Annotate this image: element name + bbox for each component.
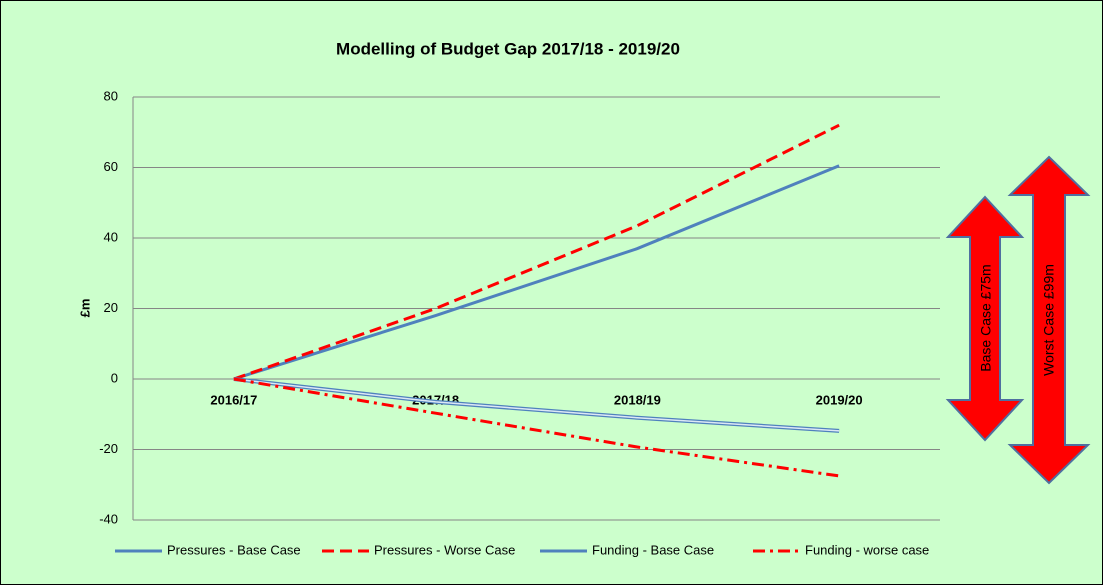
legend-label: Pressures - Worse Case <box>374 542 515 557</box>
arrow <box>945 195 1025 442</box>
x-tick-label: 2019/20 <box>816 392 863 407</box>
arrow <box>1007 155 1091 485</box>
x-tick-label: 2018/19 <box>614 392 661 407</box>
y-tick-label: -20 <box>99 441 118 456</box>
series-line <box>233 164 840 381</box>
y-tick-label: 60 <box>104 159 118 174</box>
annotation: Worst Case £99m <box>1041 264 1057 376</box>
legend-label: Funding - Base Case <box>592 542 714 557</box>
y-tick-label: -40 <box>99 511 118 526</box>
y-axis-label: £m <box>77 299 92 318</box>
series-line <box>233 377 840 478</box>
series-line <box>233 123 840 381</box>
y-tick-label: 0 <box>111 370 118 385</box>
annotation: Base Case £75m <box>978 264 994 371</box>
y-tick-label: 40 <box>104 229 118 244</box>
y-tick-label: 80 <box>104 88 118 103</box>
series-line-inner <box>233 378 840 432</box>
chart-title: Modelling of Budget Gap 2017/18 - 2019/2… <box>336 39 680 58</box>
legend-label: Pressures - Base Case <box>167 542 301 557</box>
y-tick-label: 20 <box>104 300 118 315</box>
legend-label: Funding - worse case <box>805 542 929 557</box>
x-tick-label: 2016/17 <box>210 392 257 407</box>
